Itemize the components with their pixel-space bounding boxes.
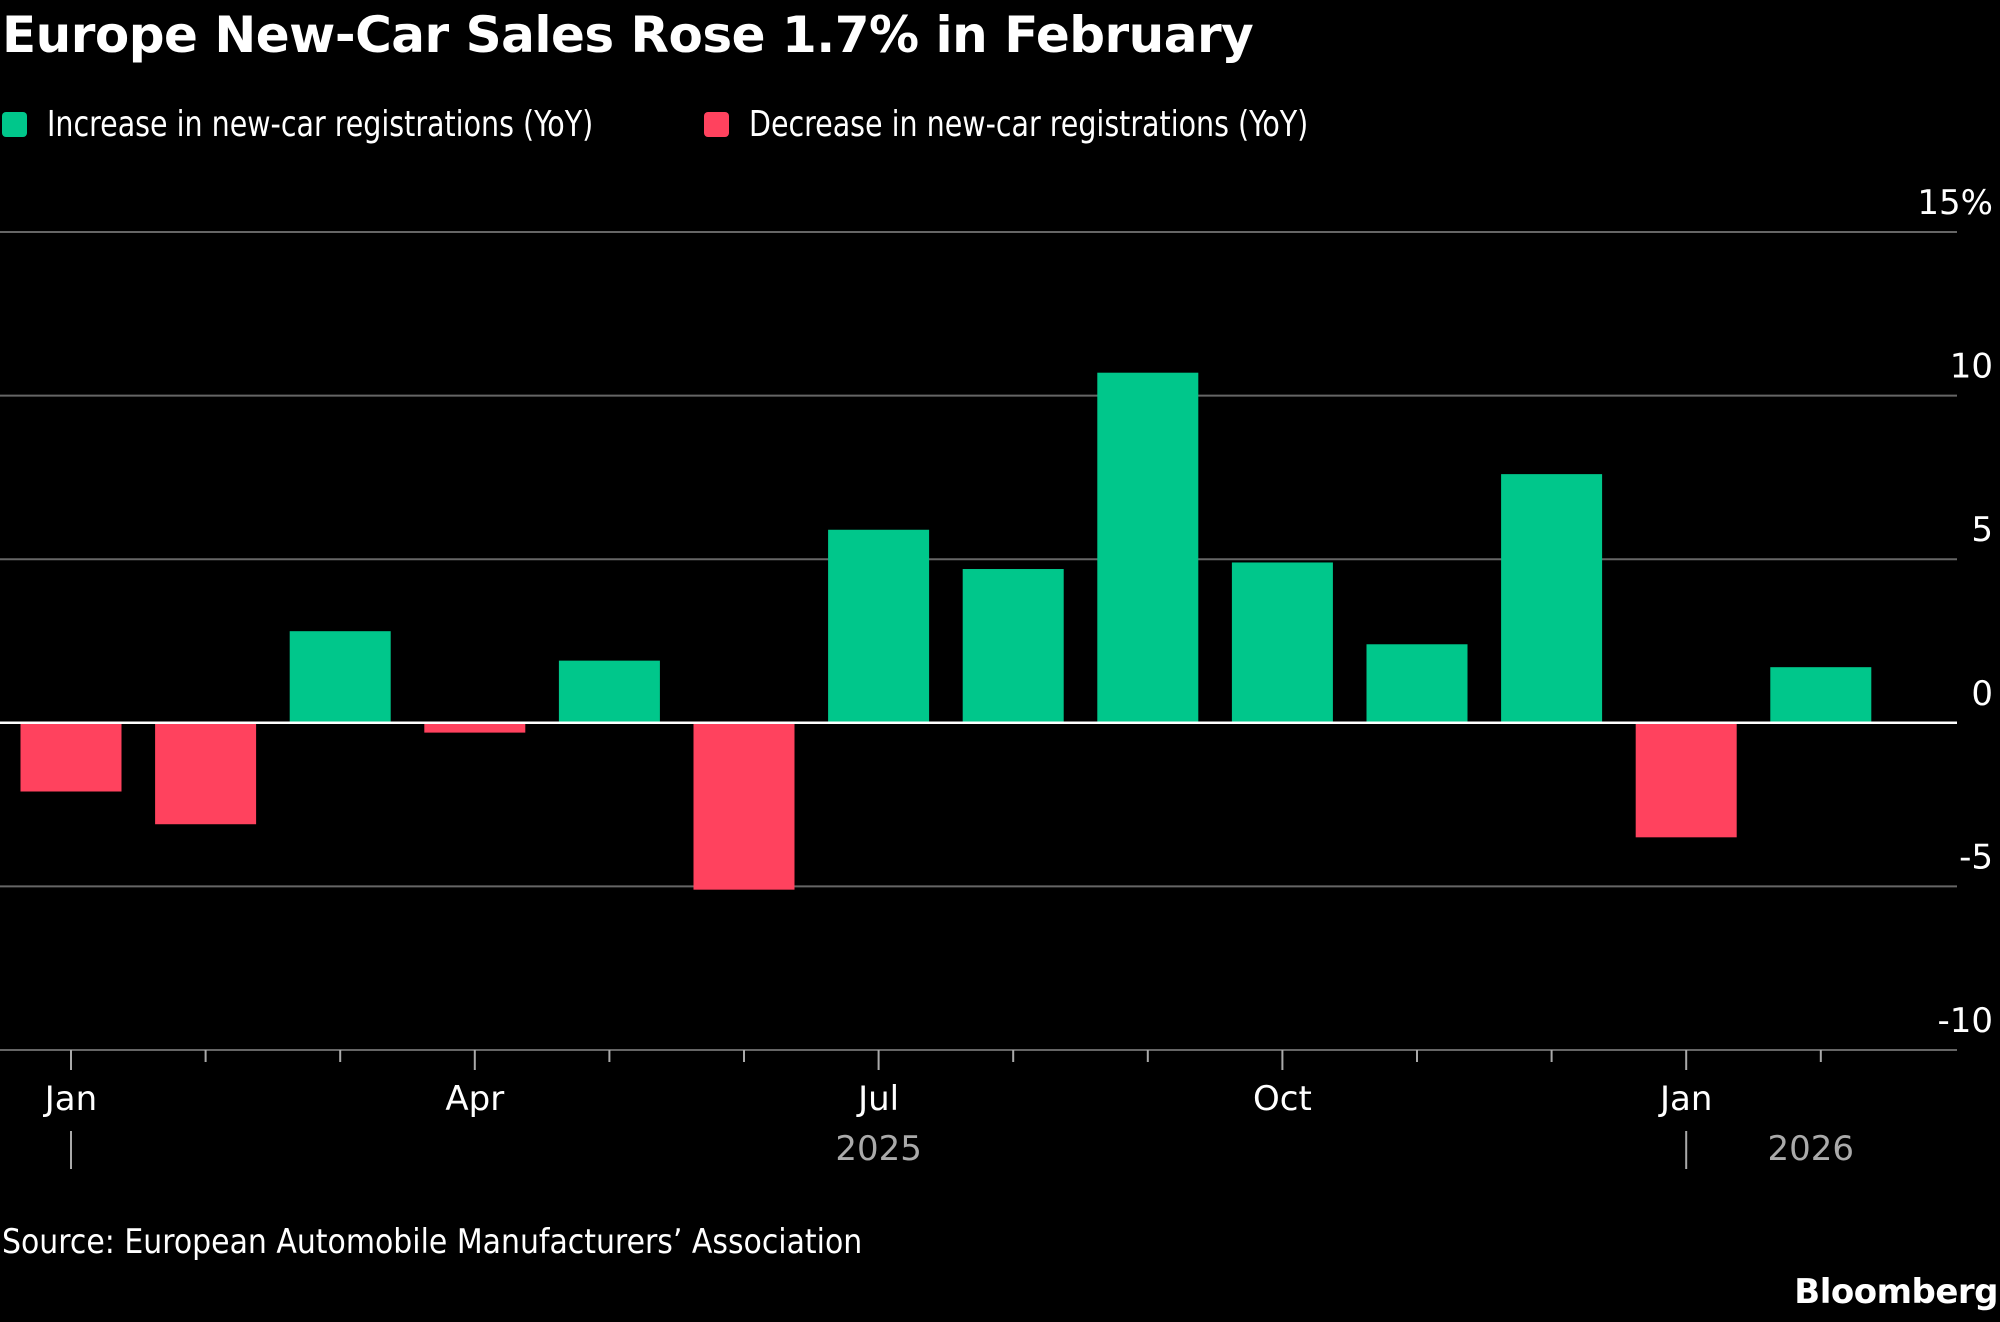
legend: Increase in new-car registrations (YoY) … [2,104,1420,145]
x-year-label: 2026 [1768,1129,1855,1169]
bar-jan-2025 [20,722,122,792]
bar-dec-2025 [1501,474,1603,723]
y-tick-label: -10 [1937,1001,1993,1041]
y-tick-label: 15% [1917,183,1993,223]
bloomberg-logo: Bloomberg [1794,1272,1998,1312]
bar-sep-2025 [1097,372,1199,723]
bar-may-2025 [558,660,660,723]
bar-apr-2025 [424,722,526,733]
bar-mar-2025 [289,631,391,723]
legend-item-increase: Increase in new-car registrations (YoY) [2,104,668,145]
bar-oct-2025 [1231,562,1333,723]
x-tick-label: Apr [445,1079,504,1119]
chart-title: Europe New-Car Sales Rose 1.7% in Februa… [2,6,1254,64]
y-tick-label: 0 [1971,674,1993,714]
x-tick-label: Jul [856,1079,899,1119]
y-tick-label: 10 [1950,347,1993,387]
x-tick-label: Jan [1658,1079,1712,1119]
x-year-label: 2025 [835,1129,922,1169]
x-tick-label: Oct [1253,1079,1312,1119]
bar-jan-2026 [1635,722,1737,838]
bar-nov-2025 [1366,644,1468,723]
x-tick-label: Jan [43,1079,97,1119]
y-tick-label: 5 [1971,510,1993,550]
source-note: Source: European Automobile Manufacturer… [2,1222,863,1262]
bar-feb-2025 [155,722,257,825]
legend-swatch-increase [2,112,27,137]
bar-aug-2025 [962,569,1064,723]
legend-label-increase: Increase in new-car registrations (YoY) [47,104,594,145]
y-tick-label: -5 [1959,837,1993,877]
bar-feb-2026 [1770,667,1872,723]
legend-item-decrease: Decrease in new-car registrations (YoY) [703,104,1385,145]
bar-jun-2025 [693,722,795,890]
legend-label-decrease: Decrease in new-car registrations (YoY) [748,104,1309,145]
bar-jul-2025 [828,529,930,723]
legend-swatch-decrease [703,112,729,137]
